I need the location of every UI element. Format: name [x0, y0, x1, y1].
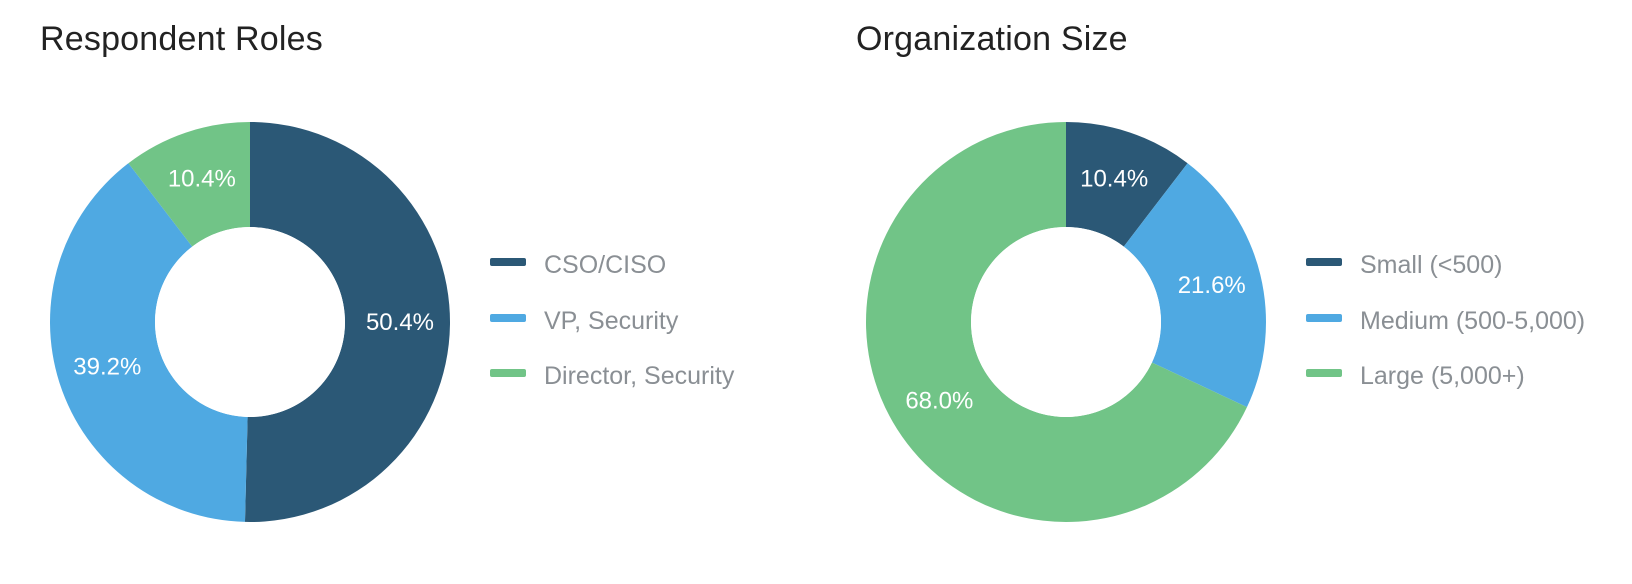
donut-slice-label: 10.4% [1080, 165, 1148, 192]
legend-item: Medium (500-5,000) [1306, 305, 1585, 339]
donut-slice-label: 50.4% [366, 309, 434, 336]
panel-body-roles: 50.4% 39.2% 10.4% CSO/CISO VP, Security Di… [40, 79, 776, 564]
panel-title-roles: Respondent Roles [40, 20, 776, 59]
legend-label: Large (5,000+) [1360, 360, 1525, 394]
legend-swatch [1306, 314, 1342, 322]
legend-swatch [490, 369, 526, 377]
donut-chart-orgsize: 10.4% 21.6% 68.0% [856, 112, 1276, 532]
legend-swatch [1306, 258, 1342, 266]
donut-slice-label: 68.0% [905, 387, 973, 414]
panel-orgsize: Organization Size 10.4% 21.6% 68.0% Small … [816, 0, 1632, 584]
panel-roles: Respondent Roles 50.4% 39.2% 10.4% CSO/CIS… [0, 0, 816, 584]
page: Respondent Roles 50.4% 39.2% 10.4% CSO/CIS… [0, 0, 1632, 584]
legend-item: CSO/CISO [490, 249, 734, 283]
panel-body-orgsize: 10.4% 21.6% 68.0% Small (<500) Medium (500… [856, 79, 1592, 564]
donut-slice-label: 39.2% [73, 353, 141, 380]
panel-title-orgsize: Organization Size [856, 20, 1592, 59]
legend-item: VP, Security [490, 305, 734, 339]
legend-label: Director, Security [544, 360, 734, 394]
legend-item: Small (<500) [1306, 249, 1585, 283]
donut-hole [971, 227, 1161, 417]
donut-chart-roles: 50.4% 39.2% 10.4% [40, 112, 460, 532]
legend-orgsize: Small (<500) Medium (500-5,000) Large (5… [1306, 227, 1585, 416]
donut-svg-roles: 50.4% 39.2% 10.4% [40, 112, 460, 532]
legend-swatch [1306, 369, 1342, 377]
legend-item: Director, Security [490, 360, 734, 394]
donut-hole [155, 227, 345, 417]
legend-swatch [490, 258, 526, 266]
legend-roles: CSO/CISO VP, Security Director, Security [490, 227, 734, 416]
donut-svg-orgsize: 10.4% 21.6% 68.0% [856, 112, 1276, 532]
donut-slice-label: 21.6% [1178, 271, 1246, 298]
legend-swatch [490, 314, 526, 322]
donut-slice-label: 10.4% [168, 165, 236, 192]
legend-label: VP, Security [544, 305, 678, 339]
legend-label: CSO/CISO [544, 249, 666, 283]
legend-label: Small (<500) [1360, 249, 1502, 283]
legend-item: Large (5,000+) [1306, 360, 1585, 394]
legend-label: Medium (500-5,000) [1360, 305, 1585, 339]
